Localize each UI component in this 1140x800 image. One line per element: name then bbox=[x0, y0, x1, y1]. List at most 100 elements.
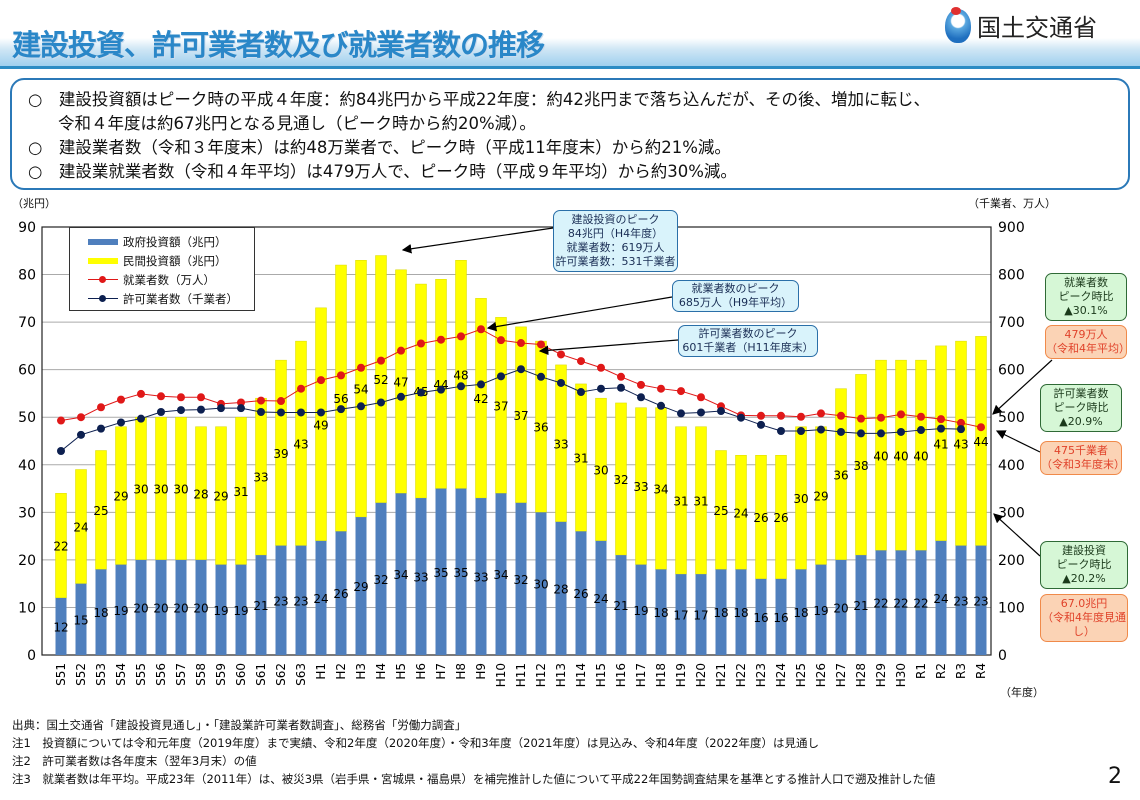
workers-point bbox=[277, 397, 285, 406]
permits-point bbox=[937, 424, 945, 433]
x-tick-label: H8 bbox=[454, 663, 468, 680]
callout-permits-current: 475千業者 （令和3年度末） bbox=[1040, 441, 1125, 475]
government-investment-bar bbox=[355, 517, 367, 655]
ministry-emblem-icon bbox=[945, 6, 971, 43]
private-value-label: 25 bbox=[713, 504, 728, 518]
y2-tick-label: 500 bbox=[998, 410, 1025, 426]
government-value-label: 26 bbox=[573, 587, 588, 601]
workers-point bbox=[757, 411, 765, 420]
page-number: 2 bbox=[1108, 764, 1122, 789]
workers-point bbox=[357, 363, 365, 372]
permits-point bbox=[677, 409, 685, 418]
government-value-label: 23 bbox=[273, 594, 288, 608]
permits-point bbox=[117, 418, 125, 427]
workers-point bbox=[797, 412, 805, 421]
permits-point bbox=[257, 407, 265, 416]
workers-point bbox=[957, 418, 965, 427]
private-value-label: 40 bbox=[873, 449, 888, 463]
government-value-label: 34 bbox=[493, 568, 508, 582]
workers-point bbox=[117, 395, 125, 404]
private-value-label: 36 bbox=[833, 468, 848, 482]
workers-point bbox=[977, 423, 985, 432]
government-investment-bar bbox=[155, 559, 167, 655]
private-value-label: 30 bbox=[153, 483, 168, 497]
y2-tick-label: 300 bbox=[998, 505, 1025, 521]
government-investment-bar bbox=[415, 498, 427, 655]
workers-point bbox=[517, 339, 525, 348]
workers-point bbox=[657, 384, 665, 393]
x-tick-label: S55 bbox=[134, 663, 148, 686]
y-tick-label: 40 bbox=[18, 458, 36, 474]
private-value-label: 38 bbox=[853, 459, 868, 473]
government-value-label: 33 bbox=[473, 571, 488, 585]
workers-point bbox=[877, 413, 885, 422]
private-value-label: 40 bbox=[893, 449, 908, 463]
workers-point bbox=[777, 411, 785, 420]
permits-point bbox=[817, 425, 825, 434]
callout-peak-permits: 許可業者数のピーク 601千業者（H11年度末） bbox=[678, 325, 818, 357]
government-investment-bar bbox=[855, 555, 867, 655]
x-tick-label: H3 bbox=[354, 663, 368, 680]
page-title: 建設投資、許可業者数及び就業者数の推移 bbox=[12, 28, 545, 62]
private-value-label: 43 bbox=[293, 437, 308, 451]
government-investment-bar bbox=[295, 545, 307, 655]
permits-point bbox=[477, 380, 485, 389]
government-investment-bar bbox=[975, 545, 987, 655]
x-tick-label: R1 bbox=[914, 663, 928, 679]
x-tick-label: H27 bbox=[834, 663, 848, 687]
government-value-label: 19 bbox=[213, 604, 228, 618]
private-investment-bar bbox=[515, 326, 527, 504]
government-value-label: 32 bbox=[373, 573, 388, 587]
legend-label: 許可業者数（千業者） bbox=[123, 291, 238, 306]
government-investment-bar bbox=[595, 540, 607, 655]
legend-label: 政府投資額（兆円） bbox=[123, 234, 227, 249]
workers-point bbox=[477, 325, 485, 334]
workers-point bbox=[497, 336, 505, 345]
private-value-label: 42 bbox=[473, 392, 488, 406]
private-value-label: 31 bbox=[573, 452, 588, 466]
x-tick-label: H30 bbox=[894, 663, 908, 687]
x-tick-label: H11 bbox=[514, 663, 528, 687]
y-tick-label: 50 bbox=[18, 410, 36, 426]
government-value-label: 18 bbox=[653, 606, 668, 620]
permits-point bbox=[697, 408, 705, 417]
government-value-label: 21 bbox=[613, 599, 628, 613]
government-value-label: 20 bbox=[133, 601, 148, 615]
callout-arrow bbox=[995, 430, 1041, 453]
permits-point bbox=[397, 392, 405, 401]
x-tick-label: S61 bbox=[254, 663, 268, 686]
government-value-label: 35 bbox=[433, 566, 448, 580]
permits-point bbox=[877, 429, 885, 438]
private-value-label: 47 bbox=[393, 376, 408, 390]
private-value-label: 33 bbox=[633, 480, 648, 494]
x-tick-label: H2 bbox=[334, 663, 348, 680]
government-value-label: 29 bbox=[353, 580, 368, 594]
private-value-label: 40 bbox=[913, 449, 928, 463]
private-value-label: 29 bbox=[813, 490, 828, 504]
government-value-label: 18 bbox=[93, 606, 108, 620]
x-tick-label: H20 bbox=[694, 663, 708, 687]
government-investment-bar bbox=[555, 521, 567, 655]
callout-arrow bbox=[993, 513, 1041, 557]
government-value-label: 22 bbox=[913, 597, 928, 611]
government-value-label: 32 bbox=[513, 573, 528, 587]
x-tick-label: H21 bbox=[714, 663, 728, 687]
x-tick-label: H6 bbox=[414, 663, 428, 680]
private-value-label: 52 bbox=[373, 373, 388, 387]
permits-point bbox=[557, 378, 565, 387]
private-value-label: 39 bbox=[273, 447, 288, 461]
title-underline bbox=[0, 66, 1140, 69]
permits-point bbox=[437, 385, 445, 394]
permits-point bbox=[897, 427, 905, 436]
workers-point bbox=[317, 376, 325, 385]
workers-point bbox=[857, 414, 865, 423]
private-value-label: 26 bbox=[773, 511, 788, 525]
private-value-label: 34 bbox=[653, 483, 668, 497]
private-value-label: 29 bbox=[113, 490, 128, 504]
private-value-label: 30 bbox=[793, 492, 808, 506]
y-tick-label: 80 bbox=[18, 268, 36, 284]
ministry-logo: 国土交通省 bbox=[945, 6, 1097, 43]
government-investment-bar bbox=[475, 498, 487, 655]
x-tick-label: H25 bbox=[794, 663, 808, 687]
y2-tick-label: 200 bbox=[998, 553, 1025, 569]
